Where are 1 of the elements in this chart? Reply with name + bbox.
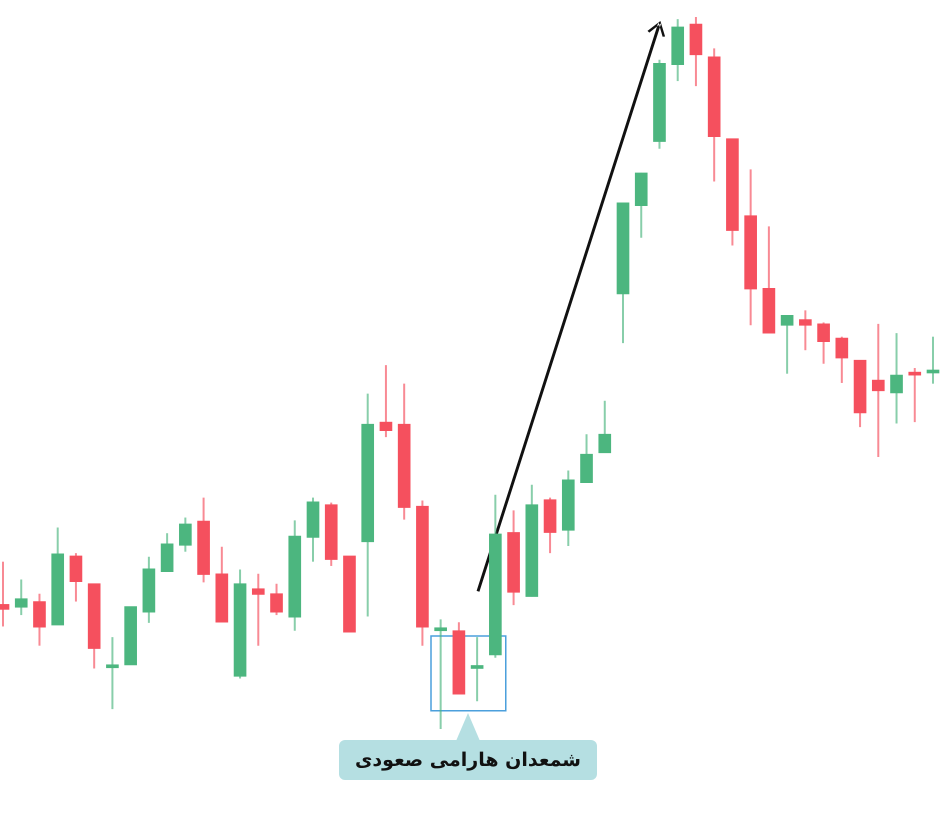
text: شمعدان هارامی صعودی [339, 740, 597, 780]
